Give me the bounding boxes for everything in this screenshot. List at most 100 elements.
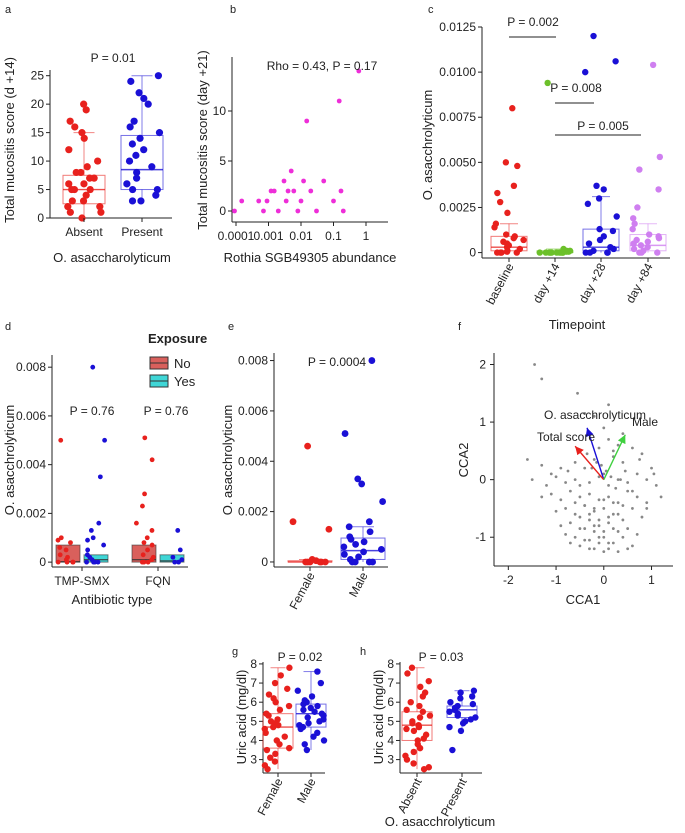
panel-g-male-point: [300, 700, 307, 708]
panel-b-x-tick-label: 1: [363, 229, 370, 243]
panel-g-female-point: [270, 723, 277, 731]
panel-h-pvalue: P = 0.03: [419, 650, 464, 664]
panel-a-present-point: [128, 185, 137, 194]
panel-f-point: [626, 481, 630, 484]
panel-f-x-tick-label: -2: [503, 573, 514, 587]
panel-h-absent-point: [425, 677, 432, 685]
panel-letter-h: h: [360, 646, 366, 658]
panel-g-female-point: [265, 712, 272, 719]
panel-f-point: [540, 495, 544, 499]
panel-g-male-point: [294, 687, 302, 694]
panel-c-group-3-point: [630, 245, 638, 253]
panel-e-male-point: [355, 553, 362, 561]
panel-f-point: [640, 452, 644, 456]
panel-c-group-3-point: [655, 234, 663, 242]
panel-f-point: [592, 530, 596, 533]
panel-c-y-title: O. asacchrolyticum: [420, 90, 435, 201]
panel-g-female-point: [262, 729, 269, 737]
panel-h-absent-point: [419, 693, 427, 700]
panel-e-female-point: [289, 518, 297, 526]
panel-c-group-3-point: [654, 249, 661, 256]
panel-g-pvalue: P = 0.02: [278, 650, 323, 664]
panel-f-point: [607, 437, 610, 441]
panel-f-point: [626, 489, 630, 493]
panel-d-y-tick-label: 0.004: [16, 458, 46, 472]
panel-a-present-point: [153, 185, 161, 194]
panel-g-x-tick-label: Male: [294, 776, 319, 806]
panel-a-present-point: [154, 72, 163, 80]
panel-c-group-2-point: [604, 249, 611, 256]
panel-f-point: [621, 504, 625, 507]
panel-a-present-point: [130, 117, 138, 125]
panel-e-male-point: [341, 430, 349, 437]
panel-c-group-2-point: [590, 32, 597, 40]
panel-f-point: [592, 458, 596, 461]
panel-f-point: [607, 495, 610, 499]
panel-b-x-tick-label: 0.1: [325, 229, 342, 243]
panel-g-female-point: [267, 754, 274, 761]
panel-a-present-point: [125, 157, 134, 165]
panel-c-y-tick-label: 0.0050: [439, 155, 476, 169]
panel-f-vector-arrow: [574, 445, 605, 481]
panel-e-male-point: [365, 518, 373, 526]
panel-d-group-1-point: [88, 528, 94, 533]
panel-b-point: [295, 208, 301, 214]
panel-a-x-title: O. asaccharolyticum: [53, 250, 171, 265]
panel-d-y-tick-label: 0.008: [16, 360, 46, 374]
panel-a-absent-point: [82, 106, 90, 114]
panel-a-absent-point: [64, 203, 72, 211]
panel-f-point: [607, 515, 610, 519]
panel-c-group-0-point: [503, 248, 511, 255]
panel-b-point: [308, 188, 314, 194]
panel-h-absent-point: [415, 723, 423, 731]
panel-c-group-3-point: [629, 225, 636, 233]
panel-f-point: [578, 527, 582, 530]
panel-c-group-3-point: [631, 220, 638, 227]
panel-h-absent-point: [404, 670, 411, 677]
panel-h-present-point: [468, 693, 476, 700]
panel-f-point: [554, 475, 558, 479]
panel-g-y-tick-label: 5: [250, 714, 257, 728]
panel-a-present-point: [133, 174, 141, 182]
panel-d-y-tick-label: 0.002: [16, 506, 46, 520]
panel-h-absent-point: [419, 708, 427, 715]
panel-g-female-point: [284, 685, 291, 692]
panel-a-y-tick-label: 25: [31, 69, 45, 83]
panel-a-y-tick-label: 15: [31, 126, 45, 140]
panel-a-y-tick-label: 0: [37, 211, 44, 225]
panel-e-male-point: [340, 543, 348, 551]
panel-c-group-3-point: [649, 61, 657, 69]
panel-f-vector-label: O. asacchrolyticum: [544, 408, 646, 422]
panel-h-absent-point: [407, 698, 414, 706]
panel-h-y-title: Uric acid (mg/dl): [371, 670, 386, 765]
panel-f-point: [631, 446, 634, 450]
panel-a-y-tick-label: 10: [31, 154, 45, 168]
panel-d-group-0-point: [68, 540, 73, 546]
panel-f-point: [578, 495, 582, 499]
panel-b-point: [285, 188, 291, 194]
panel-f-point: [573, 460, 577, 464]
panel-a-absent-point: [86, 174, 94, 182]
panel-g-y-tick-label: 7: [250, 676, 257, 690]
panel-f-point: [578, 515, 582, 519]
panel-d-group-2-point: [149, 528, 155, 533]
panel-c-group-3-point: [655, 186, 662, 193]
panel-d-group-2-point: [142, 491, 147, 497]
panel-e-y-tick-label: 0.008: [238, 354, 268, 368]
panel-h-absent-point: [420, 735, 428, 742]
panel-g-male-point: [303, 746, 311, 754]
panel-letter-b: b: [230, 4, 236, 16]
panel-f-vector-label: Total score: [537, 430, 595, 444]
panel-f-y-tick-label: 2: [479, 358, 486, 372]
panel-e-y-tick-label: 0: [261, 555, 268, 569]
panel-d-group-2-point: [144, 535, 150, 541]
panel-c-group-3-point: [644, 238, 652, 245]
panel-f-point: [602, 535, 606, 539]
panel-h-y-tick-label: 5: [387, 714, 394, 728]
panel-f-point: [592, 524, 596, 528]
panel-d-group-2-point: [141, 559, 147, 565]
panel-f-point: [635, 495, 639, 499]
panel-f-point: [607, 547, 610, 551]
panel-f-point: [597, 524, 601, 528]
panel-c-group-2-point: [584, 200, 592, 208]
